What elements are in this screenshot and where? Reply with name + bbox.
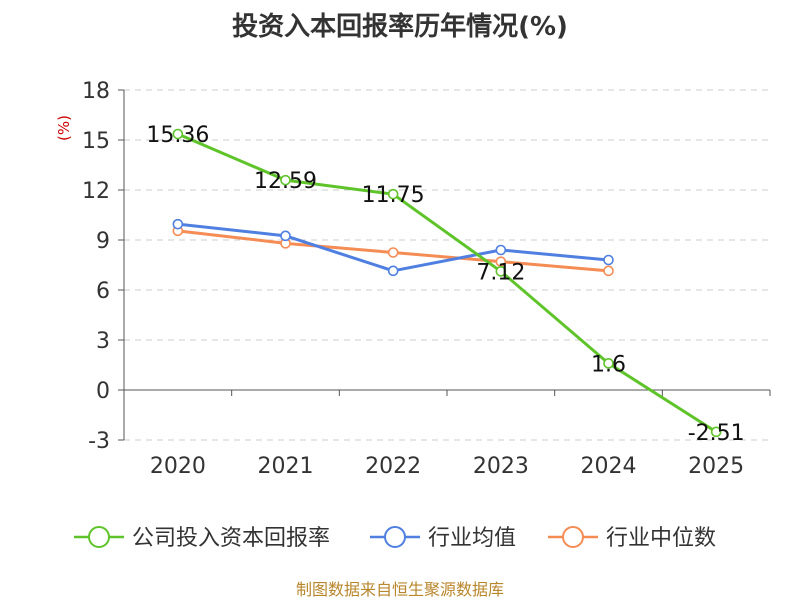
axes: 18 15 12 9 6 3 0 -3 2020 2021 2022 2023 2024 2025 <box>82 79 771 479</box>
chart-title: 投资入本回报率历年情况(%) <box>232 12 568 42</box>
legend: 公司投入资本回报率 行业均值 行业中位数 <box>74 526 716 551</box>
x-tick-label: 2020 <box>150 454 206 479</box>
data-point <box>495 266 507 277</box>
data-point <box>280 174 291 186</box>
data-point <box>172 218 184 230</box>
legend-label: 行业中位数 <box>606 526 716 551</box>
data-label: 11.75 <box>362 183 425 208</box>
y-tick-label: 9 <box>96 229 110 254</box>
data-point <box>387 265 399 277</box>
data-label: 7.12 <box>476 260 525 285</box>
x-tick-label: 2022 <box>365 454 421 479</box>
grid-lines <box>124 89 770 441</box>
y-tick-label: 6 <box>96 279 110 304</box>
legend-label: 行业均值 <box>428 526 516 551</box>
data-point <box>172 128 184 140</box>
data-source-note: 制图数据来自恒生聚源数据库 <box>295 580 504 599</box>
data-point <box>603 358 614 369</box>
y-tick-label: 12 <box>82 179 110 204</box>
data-point <box>387 188 399 200</box>
x-tick-label: 2025 <box>688 454 744 479</box>
data-point <box>495 244 507 256</box>
data-label: 1.6 <box>591 352 626 377</box>
legend-marker <box>88 526 110 548</box>
data-point <box>603 265 614 277</box>
y-tick-label: 0 <box>96 379 110 404</box>
series-line <box>177 132 717 434</box>
legend-marker <box>562 526 584 548</box>
y-tick-label: 18 <box>82 79 110 104</box>
legend-label: 公司投入资本回报率 <box>132 526 330 551</box>
data-point <box>603 254 614 266</box>
x-tick-label: 2021 <box>258 454 314 479</box>
data-label: -2.51 <box>688 421 745 446</box>
legend-marker <box>384 526 406 548</box>
series-lines <box>172 128 722 438</box>
y-axis-unit-label: (%) <box>55 115 73 141</box>
data-point <box>387 247 399 258</box>
data-point <box>710 426 722 438</box>
y-tick-label: 15 <box>82 129 110 154</box>
data-label: 15.36 <box>146 123 209 148</box>
x-tick-label: 2024 <box>581 454 637 479</box>
data-point <box>280 230 291 242</box>
x-tick-label: 2023 <box>473 454 529 479</box>
data-labels: 15.36 12.59 11.75 7.12 1.6 -2.51 <box>146 123 744 446</box>
y-tick-label: 3 <box>96 329 110 354</box>
data-label: 12.59 <box>254 169 317 194</box>
y-tick-label: -3 <box>88 429 110 454</box>
